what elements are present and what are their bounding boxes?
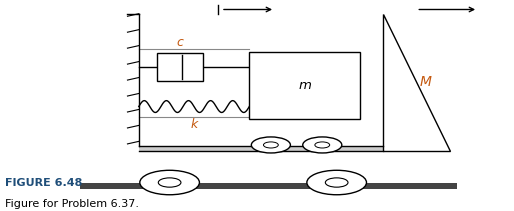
Text: m: m [298, 79, 311, 92]
Circle shape [315, 142, 329, 148]
Text: c: c [176, 35, 183, 49]
Circle shape [303, 137, 342, 153]
Text: Figure for Problem 6.37.: Figure for Problem 6.37. [5, 199, 139, 209]
Circle shape [140, 170, 199, 195]
Polygon shape [383, 14, 450, 151]
Circle shape [325, 178, 348, 187]
Circle shape [158, 178, 181, 187]
Circle shape [264, 142, 278, 148]
Text: M: M [420, 75, 432, 89]
Bar [80, 183, 457, 189]
Bar [139, 146, 383, 151]
Text: k: k [190, 118, 198, 131]
Text: FIGURE 6.48: FIGURE 6.48 [5, 178, 83, 188]
Bar [157, 53, 203, 81]
Bar [249, 52, 360, 119]
Circle shape [251, 137, 290, 153]
Text: x: x [248, 0, 255, 1]
Text: v: v [411, 0, 418, 1]
Circle shape [307, 170, 366, 195]
